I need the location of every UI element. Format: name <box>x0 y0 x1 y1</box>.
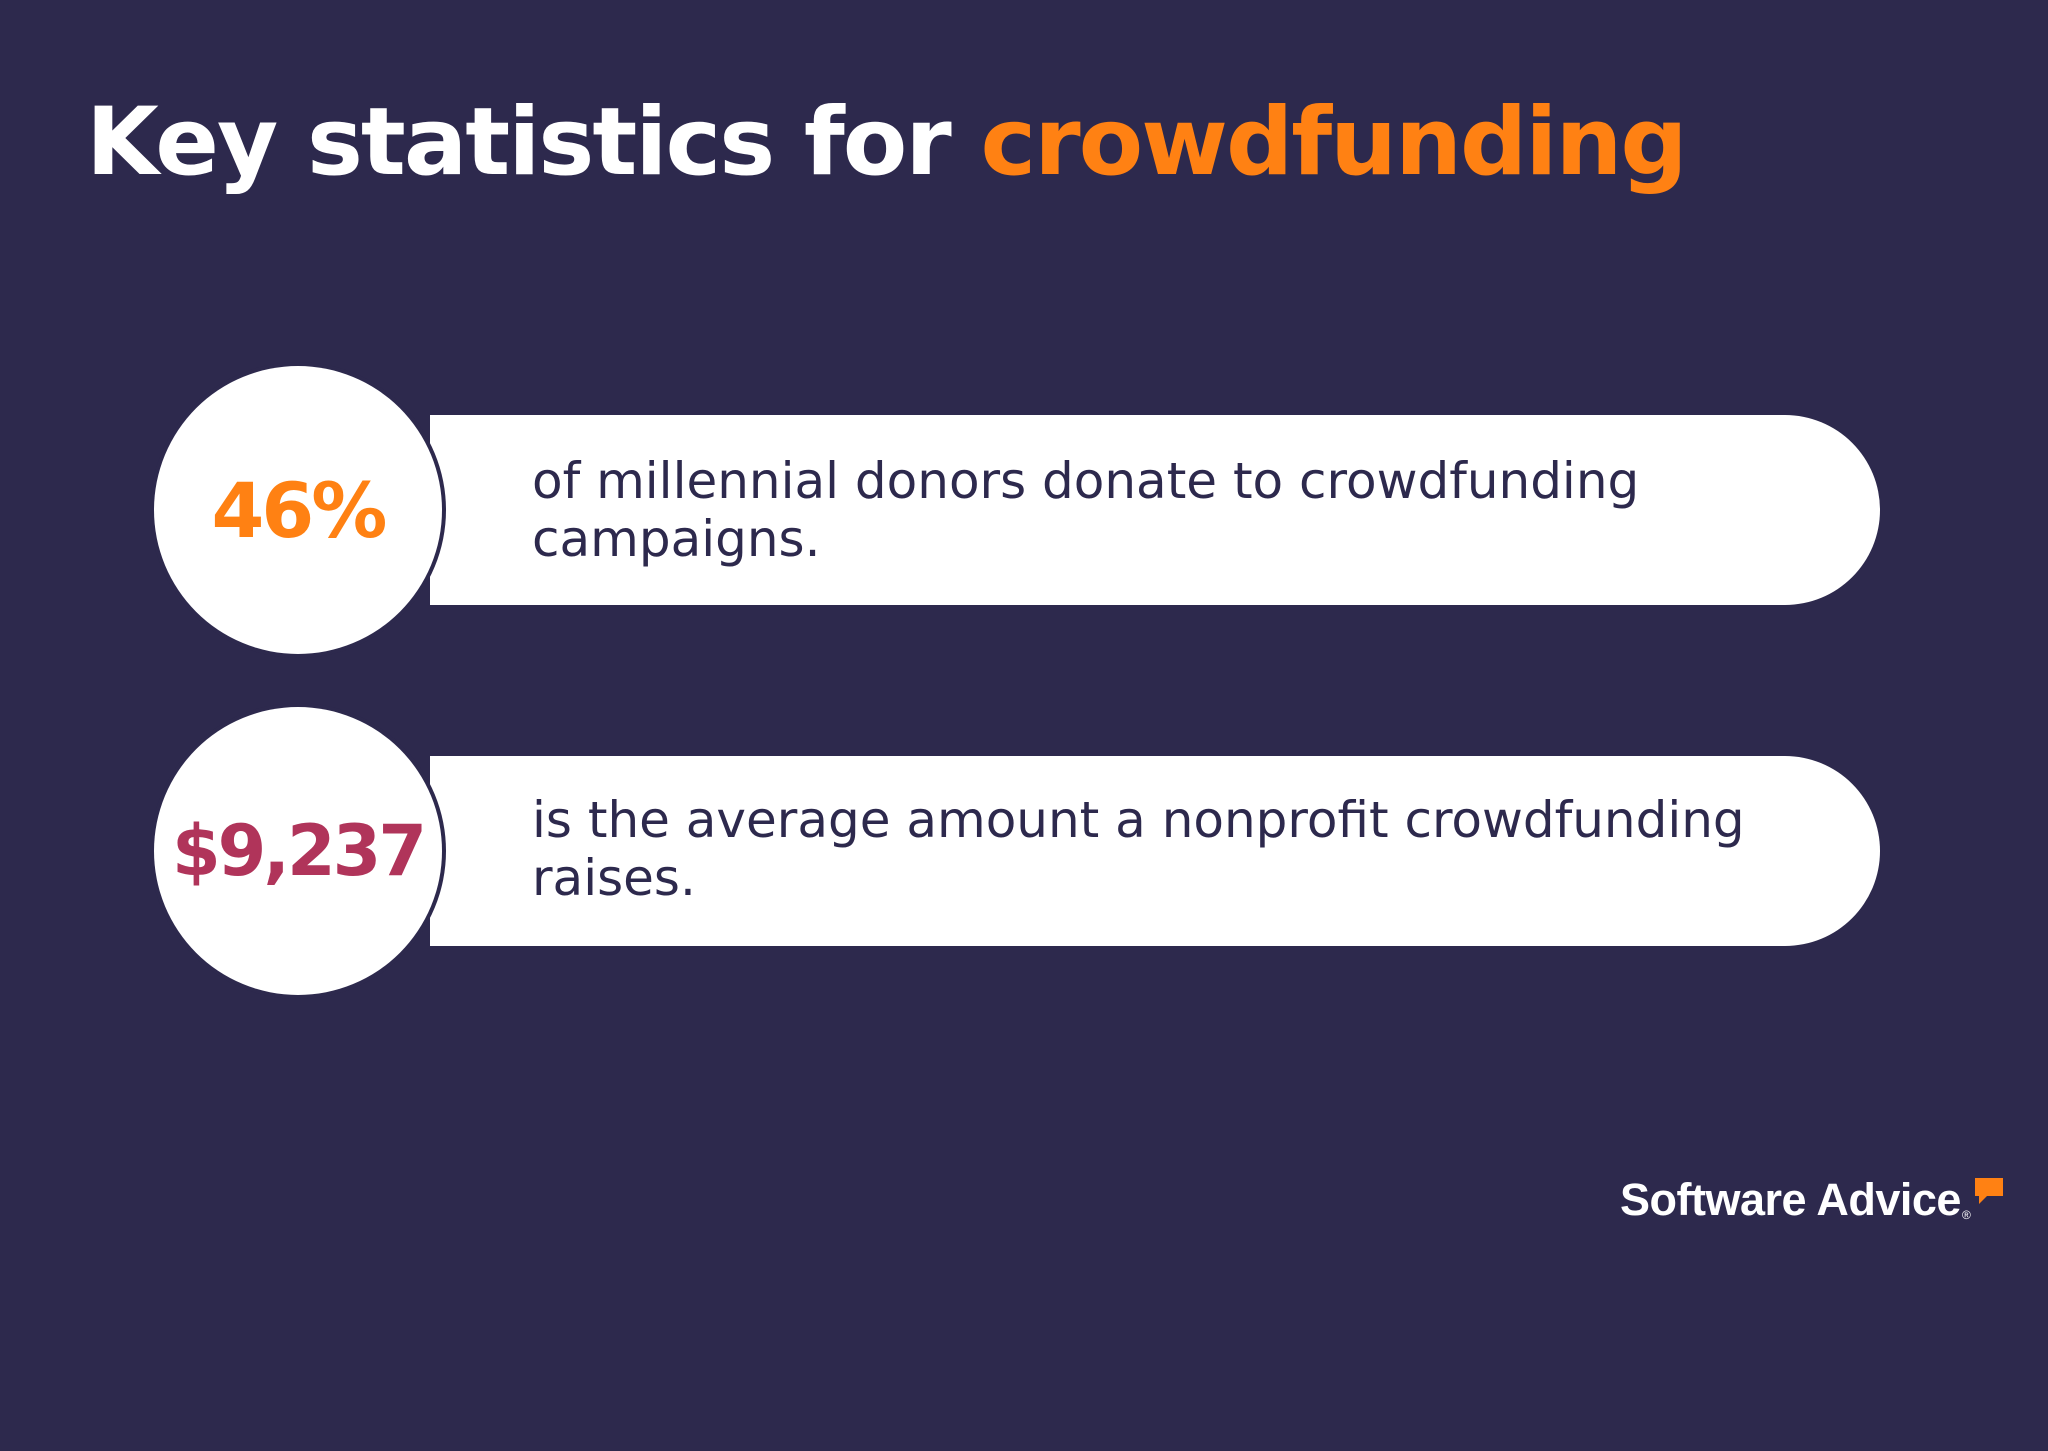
stat-value: 46% <box>211 465 388 555</box>
stat-value-circle: $9,237 <box>154 707 442 995</box>
stat-value-circle: 46% <box>154 366 442 654</box>
stat-value: $9,237 <box>171 810 427 892</box>
stat-value-ring: 46% <box>150 362 446 658</box>
stat-card-pill <box>430 415 1880 605</box>
stat-card-millennial-donors: 46% of millennial donors donate to crowd… <box>150 362 1880 658</box>
speech-bubble-icon <box>1974 1178 2003 1204</box>
stat-description: is the average amount a nonprofit crowdf… <box>532 791 1745 907</box>
stat-card-average-raise: $9,237 is the average amount a nonprofit… <box>150 703 1880 999</box>
page-title: Key statistics for crowdfunding <box>86 88 1688 198</box>
title-highlight: crowdfunding <box>980 88 1687 197</box>
stat-value-ring: $9,237 <box>150 703 446 999</box>
stat-description: of millennial donors donate to crowdfund… <box>532 452 1640 568</box>
title-prefix: Key statistics for <box>86 88 981 197</box>
brand-name: Software Advice <box>1620 1174 1961 1225</box>
stat-card-pill <box>430 756 1880 946</box>
brand-logo: Software Advice ® <box>1620 1172 2005 1228</box>
registered-mark: ® <box>1961 1208 1971 1222</box>
